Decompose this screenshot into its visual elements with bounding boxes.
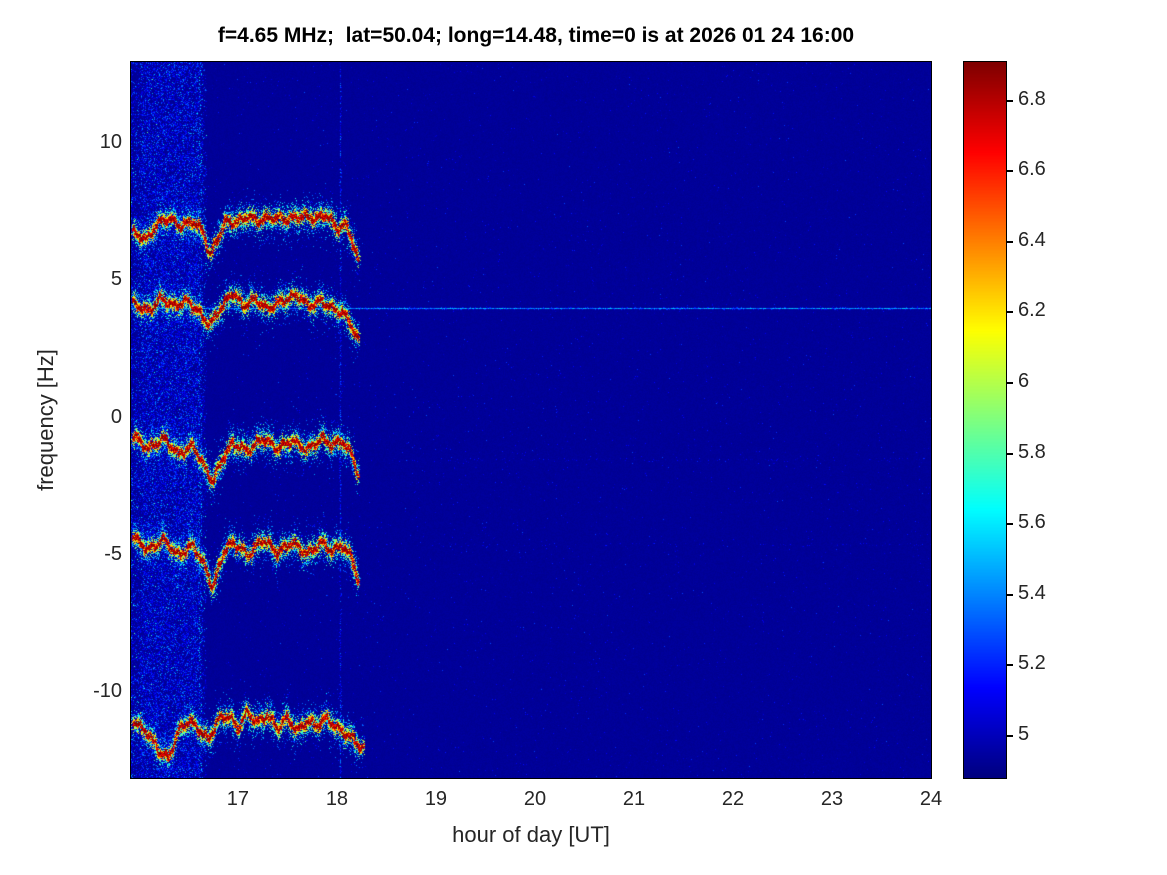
x-tick-label: 19 [424,788,448,810]
y-axis-label: frequency [Hz] [33,349,58,491]
colorbar-tick-mark [1007,452,1013,455]
x-tick-label: 23 [820,788,844,810]
colorbar-tick-label: 5.8 [1018,440,1046,463]
colorbar-tick-mark [1007,170,1013,173]
colorbar-tick-mark [1007,593,1013,596]
x-tick-label: 22 [721,788,745,810]
colorbar-tick-mark [1007,99,1013,102]
colorbar-tick-mark [1007,664,1013,667]
x-tick-label: 17 [226,788,250,810]
y-tick-label: -5 [104,542,122,565]
y-tick-label: -10 [93,679,122,702]
x-axis-label: hour of day [UT] [452,822,610,847]
colorbar-gradient [964,62,1006,778]
colorbar-tick-label: 6.4 [1018,228,1046,251]
plot-area [130,61,932,779]
x-tick-label: 20 [523,788,547,810]
colorbar-tick-label: 5.2 [1018,652,1046,675]
colorbar-tick-label: 6.2 [1018,299,1046,322]
colorbar-tick-label: 6.6 [1018,158,1046,181]
x-tick-label: 21 [622,788,646,810]
y-tick-label: 10 [99,131,122,154]
colorbar-tick-mark [1007,240,1013,243]
colorbar-tick-mark [1007,523,1013,526]
spectrogram-image [131,62,931,778]
y-tick-label: 0 [110,405,122,428]
colorbar [963,61,1007,779]
x-tick-label: 18 [325,788,349,810]
chart-title: f=4.65 MHz; lat=50.04; long=14.48, time=… [217,24,855,47]
colorbar-tick-label: 5.6 [1018,511,1046,534]
colorbar-tick-label: 6 [1018,369,1030,392]
colorbar-tick-label: 6.8 [1018,87,1046,110]
colorbar-tick-mark [1007,311,1013,314]
colorbar-tick-mark [1007,734,1013,737]
x-tick-label: 24 [919,788,943,810]
colorbar-tick-label: 5.4 [1018,581,1046,604]
y-tick-label: 5 [110,268,122,291]
colorbar-tick-mark [1007,381,1013,384]
colorbar-tick-label: 5 [1018,722,1030,745]
